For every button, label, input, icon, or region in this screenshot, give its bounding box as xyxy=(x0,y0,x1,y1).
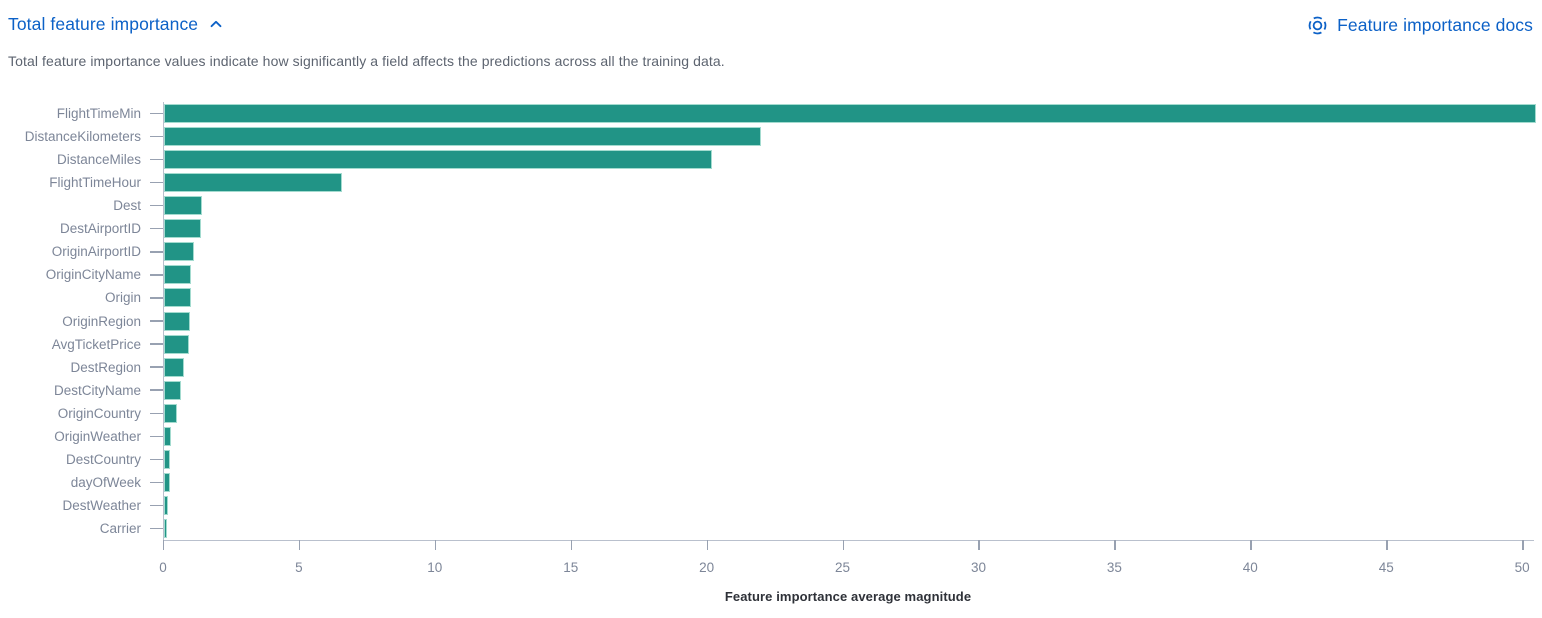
category-label: DestCityName xyxy=(53,382,141,398)
x-axis-tick-label: 15 xyxy=(563,560,579,575)
chevron-up-icon xyxy=(208,16,224,32)
x-axis-tick xyxy=(842,540,844,550)
x-axis-tick-label: 45 xyxy=(1378,560,1394,575)
category-tick xyxy=(150,181,163,184)
x-axis-title: Feature importance average magnitude xyxy=(724,589,972,604)
category-label: AvgTicketPrice xyxy=(51,336,141,352)
x-axis-tick-label: 20 xyxy=(699,560,715,575)
category-tick xyxy=(150,527,163,530)
x-axis-tick xyxy=(570,540,573,550)
bar xyxy=(164,128,760,146)
bar xyxy=(164,312,189,330)
category-label: DestRegion xyxy=(70,359,141,375)
bar xyxy=(164,358,183,376)
category-tick xyxy=(150,320,163,322)
bar xyxy=(164,427,170,445)
category-tick xyxy=(150,412,163,414)
x-axis-tick xyxy=(298,540,301,550)
bar xyxy=(164,174,342,192)
help-lifering-icon xyxy=(1307,15,1328,36)
category-label: OriginCityName xyxy=(45,267,141,283)
x-axis-tick-label: 40 xyxy=(1242,560,1258,575)
x-axis-tick-label: 10 xyxy=(427,560,443,575)
category-label: OriginRegion xyxy=(62,313,141,329)
category-label: OriginAirportID xyxy=(51,244,141,260)
category-label: Carrier xyxy=(99,520,141,536)
category-label: DistanceMiles xyxy=(56,152,141,168)
bar xyxy=(164,151,711,169)
bar xyxy=(164,519,166,537)
category-tick xyxy=(150,205,163,207)
x-axis-tick-label: 5 xyxy=(295,560,303,575)
x-axis-tick-label: 0 xyxy=(159,560,167,575)
bar xyxy=(164,266,191,284)
category-tick xyxy=(150,135,163,138)
x-axis-line xyxy=(163,540,1534,542)
bar xyxy=(164,289,190,307)
bar xyxy=(164,473,169,491)
category-tick xyxy=(150,297,163,299)
bar xyxy=(164,197,201,215)
bar xyxy=(164,220,200,238)
x-axis-tick xyxy=(163,540,165,550)
bar xyxy=(164,450,170,468)
bar xyxy=(164,243,193,261)
category-label: OriginCountry xyxy=(57,405,141,421)
feature-importance-docs-link[interactable]: Feature importance docs xyxy=(1307,11,1533,39)
x-axis-tick xyxy=(1250,540,1252,550)
category-tick xyxy=(150,158,163,161)
category-tick xyxy=(150,504,163,507)
x-axis-tick xyxy=(978,540,980,550)
category-tick xyxy=(150,343,163,345)
category-label: DestWeather xyxy=(62,497,141,513)
category-tick xyxy=(150,228,163,230)
category-tick xyxy=(150,481,163,484)
section-description: Total feature importance values indicate… xyxy=(8,53,725,69)
docs-link-label: Feature importance docs xyxy=(1337,15,1533,35)
bar xyxy=(164,496,168,514)
category-tick xyxy=(150,112,163,115)
x-axis-tick-label: 50 xyxy=(1514,560,1530,575)
category-tick xyxy=(150,366,163,368)
category-label: FlightTimeHour xyxy=(49,175,141,191)
category-label: DestCountry xyxy=(65,451,141,467)
y-axis-line xyxy=(163,102,165,540)
category-label: DestAirportID xyxy=(59,221,141,237)
x-axis-tick xyxy=(1522,540,1524,550)
bar xyxy=(164,404,176,422)
x-axis-tick xyxy=(434,540,437,550)
category-label: DistanceKilometers xyxy=(24,129,141,145)
section-title: Total feature importance xyxy=(8,14,199,34)
bar xyxy=(164,381,180,399)
category-label: dayOfWeek xyxy=(70,474,141,490)
x-axis-tick-label: 25 xyxy=(835,560,851,575)
category-tick xyxy=(150,251,163,253)
x-axis-tick-label: 30 xyxy=(970,560,986,575)
bar xyxy=(164,335,188,353)
category-label: FlightTimeMin xyxy=(56,106,141,122)
category-tick xyxy=(150,389,163,391)
bar xyxy=(164,105,1535,123)
category-label: Origin xyxy=(104,290,141,306)
panel-header: Total feature importance Feature importa… xyxy=(8,10,1533,42)
category-label: OriginWeather xyxy=(54,428,141,444)
x-axis-tick-label: 35 xyxy=(1106,560,1122,575)
accordion-toggle-button[interactable]: Total feature importance xyxy=(8,10,224,38)
category-label: Dest xyxy=(113,198,141,214)
category-tick xyxy=(150,458,163,460)
x-axis-tick xyxy=(706,540,709,550)
category-tick xyxy=(150,435,163,437)
category-tick xyxy=(150,274,163,276)
x-axis-tick xyxy=(1386,540,1388,550)
x-axis-tick xyxy=(1114,540,1116,550)
